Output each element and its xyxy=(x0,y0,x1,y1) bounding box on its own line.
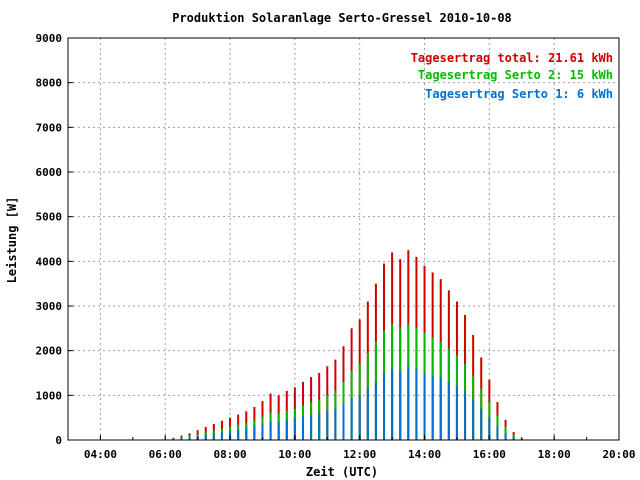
x-tick-label: 06:00 xyxy=(149,448,182,461)
bar-serto1 xyxy=(188,437,191,440)
bar-serto1 xyxy=(293,418,296,440)
bar-serto1 xyxy=(326,410,329,440)
ticks: 0 1000 2000 3000 4000 5000 6000 7000 8000 9000 04:… xyxy=(36,32,636,461)
bar-serto1 xyxy=(480,408,483,440)
x-tick-label: 20:00 xyxy=(602,448,635,461)
legend-entry-serto1: Tagesertrag Serto 1: 6 kWh xyxy=(425,87,613,101)
bar-serto1 xyxy=(464,390,467,440)
bar-serto1 xyxy=(472,399,475,440)
bar-serto1 xyxy=(439,377,442,440)
x-tick-label: 10:00 xyxy=(278,448,311,461)
bar-serto1 xyxy=(220,431,223,440)
bar-serto1 xyxy=(391,368,394,440)
bar-serto1 xyxy=(407,366,410,440)
bar-serto1 xyxy=(455,386,458,440)
bar-serto1 xyxy=(318,413,321,440)
y-tick-label: 1000 xyxy=(36,389,63,402)
x-tick-label: 16:00 xyxy=(473,448,506,461)
grid xyxy=(68,38,619,440)
bar-serto1 xyxy=(253,426,256,440)
bar-serto1 xyxy=(245,428,248,440)
bar-serto1 xyxy=(269,421,272,440)
legend: Tagesertrag total: 21.61 kWh Tagesertrag… xyxy=(411,51,613,101)
bar-serto1 xyxy=(383,373,386,440)
y-tick-label: 2000 xyxy=(36,345,63,358)
bar-serto1 xyxy=(431,375,434,440)
bar-serto1 xyxy=(237,429,240,440)
x-tick-label: 12:00 xyxy=(343,448,376,461)
bar-serto1 xyxy=(504,433,507,440)
plot-frame xyxy=(67,37,620,441)
y-tick-label: 3000 xyxy=(36,300,63,313)
bar-serto1 xyxy=(310,414,313,440)
y-tick-label: 0 xyxy=(55,434,62,447)
chart-title: Produktion Solaranlage Serto-Gressel 201… xyxy=(172,11,512,25)
bar-serto1 xyxy=(488,417,491,440)
bar-serto1 xyxy=(285,419,288,440)
bar-serto1 xyxy=(277,422,280,440)
y-tick-label: 4000 xyxy=(36,255,63,268)
bar-serto1 xyxy=(447,381,450,440)
bar-serto1 xyxy=(350,397,353,440)
bar-serto1 xyxy=(301,416,304,440)
bar-serto1 xyxy=(399,370,402,440)
x-tick-label: 18:00 xyxy=(538,448,571,461)
bar-serto1 xyxy=(212,433,215,440)
bar-serto1 xyxy=(342,404,345,440)
y-tick-label: 5000 xyxy=(36,211,63,224)
bars xyxy=(172,250,523,440)
bar-serto1 xyxy=(496,426,499,440)
y-tick-label: 6000 xyxy=(36,166,63,179)
legend-entry-total: Tagesertrag total: 21.61 kWh xyxy=(411,51,613,65)
x-tick-label: 08:00 xyxy=(213,448,246,461)
bar-serto1 xyxy=(204,434,207,440)
bar-serto1 xyxy=(512,437,515,440)
bar-serto1 xyxy=(374,381,377,440)
bar-serto1 xyxy=(261,424,264,440)
x-tick-label: 04:00 xyxy=(84,448,117,461)
y-tick-label: 9000 xyxy=(36,32,63,45)
x-axis-label: Zeit (UTC) xyxy=(306,465,378,479)
y-axis-label: Leistung [W] xyxy=(5,197,19,284)
bar-serto1 xyxy=(415,368,418,440)
bar-serto1 xyxy=(423,373,426,440)
bar-serto1 xyxy=(180,438,183,440)
x-tick-label: 14:00 xyxy=(408,448,441,461)
bar-serto1 xyxy=(366,388,369,440)
y-tick-label: 7000 xyxy=(36,121,63,134)
y-tick-label: 8000 xyxy=(36,77,63,90)
legend-entry-serto2: Tagesertrag Serto 2: 15 kWh xyxy=(418,68,613,82)
bar-serto1 xyxy=(358,395,361,440)
bar-serto1 xyxy=(334,408,337,440)
